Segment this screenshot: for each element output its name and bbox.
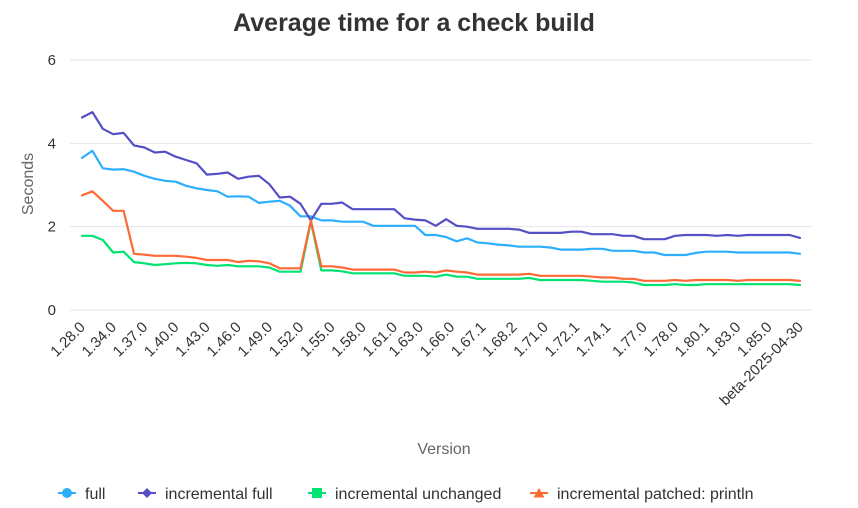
- x-tick-label: 1.43.0: [172, 319, 214, 361]
- x-tick-label: 1.46.0: [203, 319, 245, 361]
- legend-diamond-icon: [142, 488, 152, 498]
- x-tick-label: 1.78.0: [640, 319, 682, 361]
- legend: full incremental full incremental unchange…: [58, 486, 754, 503]
- x-tick-label: 1.68.2: [479, 319, 521, 361]
- y-axis-title: Seconds: [20, 153, 37, 215]
- x-tick-label: 1.80.1: [672, 319, 714, 361]
- y-axis-ticks: 0 2 4 6: [48, 52, 56, 319]
- x-tick-label: 1.83.0: [703, 319, 745, 361]
- x-axis-ticks: 1.28.01.34.01.37.01.40.01.43.01.46.01.49…: [47, 319, 807, 409]
- legend-label: incremental patched: println: [557, 486, 754, 503]
- x-tick-label: 1.58.0: [328, 319, 370, 361]
- x-tick-label: 1.49.0: [235, 319, 277, 361]
- chart-title: Average time for a check build: [233, 9, 595, 37]
- legend-triangle-icon: [533, 488, 545, 498]
- x-tick-label: 1.34.0: [79, 319, 121, 361]
- series-line-incremental-full: [80, 110, 802, 241]
- series-line-incremental-patched-println: [80, 190, 802, 282]
- legend-square-icon: [312, 488, 322, 498]
- x-tick-label: 1.40.0: [141, 319, 183, 361]
- gridlines: [70, 59, 812, 311]
- x-tick-label: 1.74.1: [573, 319, 615, 361]
- legend-item-incremental-unchanged[interactable]: incremental unchanged: [308, 486, 501, 503]
- x-tick-label: 1.52.0: [266, 319, 308, 361]
- x-tick-label: 1.28.0: [47, 319, 89, 361]
- y-tick-label: 2: [48, 219, 56, 236]
- series-layer: [80, 110, 802, 287]
- x-tick-label: 1.67.1: [448, 319, 490, 361]
- legend-item-full[interactable]: full: [58, 486, 105, 503]
- legend-label: incremental unchanged: [335, 486, 501, 503]
- x-tick-label: 1.37.0: [110, 319, 152, 361]
- x-tick-label: 1.66.0: [417, 319, 459, 361]
- x-axis-title: Version: [417, 441, 470, 458]
- x-tick-label: 1.55.0: [297, 319, 339, 361]
- series-line-incremental-unchanged: [80, 220, 802, 287]
- legend-item-incremental-full[interactable]: incremental full: [138, 486, 273, 503]
- x-tick-label: 1.77.0: [609, 319, 651, 361]
- y-tick-label: 6: [48, 52, 56, 69]
- legend-label: full: [85, 486, 105, 503]
- legend-label: incremental full: [165, 486, 273, 503]
- legend-circle-icon: [62, 488, 72, 498]
- y-tick-label: 0: [48, 302, 56, 319]
- legend-item-incremental-patched-println[interactable]: incremental patched: println: [530, 486, 754, 503]
- y-tick-label: 4: [48, 135, 56, 152]
- series-line-full: [80, 149, 802, 257]
- x-tick-label: 1.72.1: [542, 319, 584, 361]
- x-tick-label: 1.71.0: [510, 319, 552, 361]
